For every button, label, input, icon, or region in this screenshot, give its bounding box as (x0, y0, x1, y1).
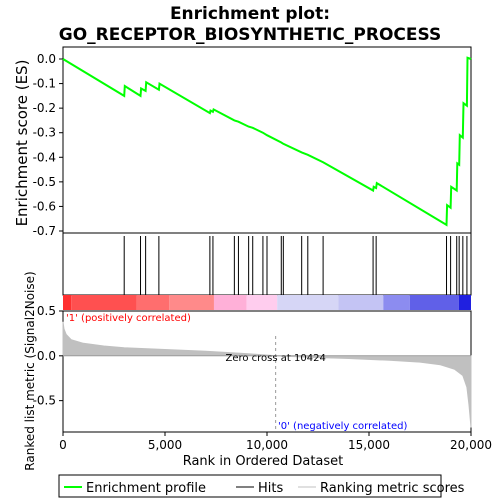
colorbar-segment (409, 295, 459, 310)
es-ytick-label: 0.0 (37, 52, 56, 66)
es-y-ticks: 0.0 -0.1 -0.2 -0.3 -0.4 -0.5 -0.6 -0.7 (33, 52, 63, 238)
es-ytick-label: -0.5 (33, 175, 56, 189)
es-y-axis-label: Enrichment score (ES) (13, 60, 31, 227)
positive-correlation-label: '1' (positively correlated) (66, 313, 191, 324)
ranked-y-axis-label: Ranked list metric (Signal2Noise) (23, 271, 37, 470)
legend-label-ranking: Ranking metric scores (320, 481, 465, 496)
colorbar-segment (246, 295, 278, 310)
colorbar-segment (213, 295, 247, 310)
colorbar-segment (338, 295, 384, 310)
colorbar-segment (136, 295, 170, 310)
xtick-label: 10,000 (246, 438, 288, 452)
ranked-y-ticks: 0.5 0.0 -0.5 (33, 304, 63, 408)
legend: Enrichment profile Hits Ranking metric s… (58, 474, 465, 498)
ranked-ytick-label: 0.0 (37, 349, 56, 363)
legend-label-profile: Enrichment profile (86, 481, 206, 496)
colorbar-segment (169, 295, 214, 310)
colorbar-segment (277, 295, 339, 310)
negative-correlation-label: '0' (negatively correlated) (278, 421, 407, 432)
legend-label-hits: Hits (258, 481, 283, 496)
es-ytick-label: -0.6 (33, 199, 56, 213)
colorbar-segment (63, 295, 72, 310)
hits-panel (62, 232, 472, 310)
ranked-ytick-label: 0.5 (37, 304, 56, 318)
ranked-metric-panel: Zero cross at 10424 '1' (positively corr… (23, 271, 472, 471)
chart-title-line2: GO_RECEPTOR_BIOSYNTHETIC_PROCESS (59, 25, 441, 45)
colorbar-segment (71, 295, 137, 310)
xtick-label: 0 (59, 438, 67, 452)
rank-colorbar (63, 295, 471, 310)
xtick-label: 15,000 (348, 438, 390, 452)
ranked-ytick-label: -0.5 (33, 394, 56, 408)
es-ytick-label: -0.1 (33, 77, 56, 91)
es-ytick-label: -0.7 (33, 224, 56, 238)
zero-cross-label: Zero cross at 10424 (225, 353, 325, 364)
es-plot-frame (62, 46, 472, 234)
xtick-label: 5,000 (148, 438, 182, 452)
x-axis-label: Rank in Ordered Dataset (183, 454, 344, 469)
colorbar-segment (383, 295, 410, 310)
ranking-metric-area (62, 321, 472, 428)
es-ytick-label: -0.2 (33, 101, 56, 115)
chart-title-line1: Enrichment plot: (170, 4, 330, 24)
hit-lines (123, 236, 468, 295)
colorbar-segment (458, 295, 471, 310)
xtick-label: 20,000 (450, 438, 492, 452)
legend-box (58, 474, 442, 498)
es-ytick-label: -0.4 (33, 150, 56, 164)
es-panel: 0.0 -0.1 -0.2 -0.3 -0.4 -0.5 -0.6 -0.7 Enrichme… (13, 46, 472, 238)
es-ytick-label: -0.3 (33, 126, 56, 140)
enrichment-profile-line (62, 56, 472, 227)
x-axis: 0 5,000 10,000 15,000 20,000 (59, 432, 492, 452)
ranked-plot-frame (62, 310, 472, 433)
